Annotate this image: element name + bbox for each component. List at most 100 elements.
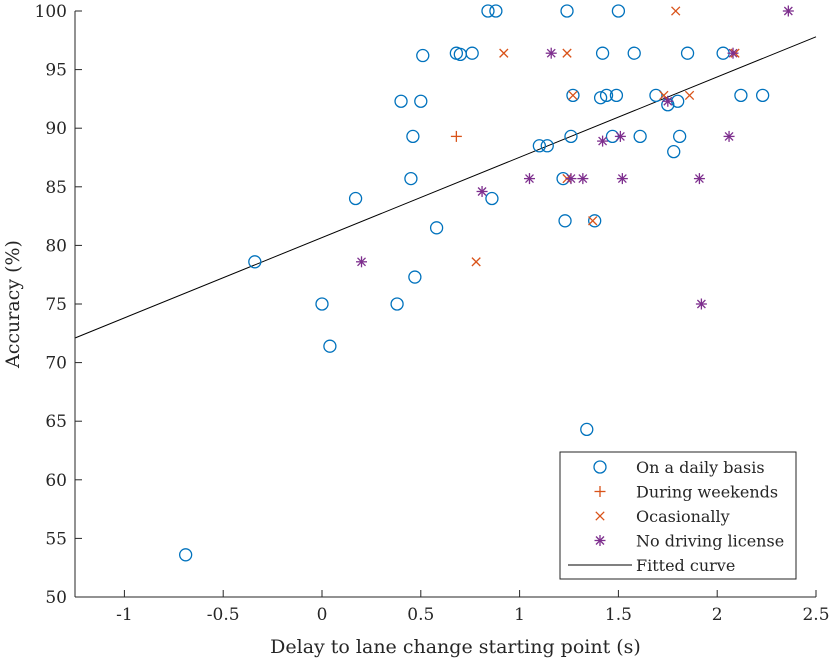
point-no_license [577,173,589,185]
point-daily [673,129,687,144]
legend-entry-occasionally: Ocasionally [595,507,730,526]
point-no_license [476,185,488,197]
point-daily [580,422,594,437]
point-no_license [597,135,609,147]
point-daily [390,297,404,311]
y-tick-label: 50 [45,588,67,608]
x-tick-label: -0.5 [207,605,240,625]
point-daily [416,48,430,63]
point-daily [348,191,363,206]
y-tick-label: 60 [45,471,67,491]
point-daily [558,214,572,228]
point-daily [716,46,730,60]
point-daily [680,46,695,60]
point-daily [414,94,428,108]
point-no_license [695,298,707,310]
point-occasionally [659,90,669,101]
x-tick-label: 1 [514,605,525,625]
point-no_license [723,130,735,142]
point-no_license [782,5,794,17]
point-daily [595,46,610,60]
point-no_license [523,173,535,185]
point-daily [408,270,422,284]
x-tick-label: -1 [116,605,133,625]
point-occasionally [562,48,572,58]
point-occasionally [471,257,481,267]
point-daily [599,88,614,103]
point-daily [566,88,580,103]
point-daily [755,88,770,103]
x-tick-label: 0.5 [407,605,434,625]
point-daily [406,129,420,144]
fit-layer [74,36,817,339]
point-daily [588,214,602,228]
point-daily [627,46,641,60]
legend-swatch-weekends [594,486,606,497]
legend-entry-no_license: No driving license [594,532,784,551]
point-daily [404,171,418,186]
point-occasionally [499,48,509,58]
point-no_license [614,130,626,142]
point-occasionally [671,6,681,16]
point-daily [671,94,685,108]
legend-swatch-daily [593,460,607,474]
point-daily [315,297,329,311]
point-daily [429,221,444,235]
y-tick-label: 75 [45,295,67,315]
points-layer [179,4,794,562]
point-daily [465,46,479,60]
x-tick-label: 2.5 [802,605,829,625]
legend-swatch-occasionally [595,511,605,521]
point-daily [667,144,681,159]
y-tick-label: 70 [45,354,67,374]
point-daily [248,255,262,269]
point-daily [649,88,663,103]
point-daily [611,4,626,18]
point-occasionally [588,216,598,226]
series-weekends [450,130,462,142]
point-no_license [616,173,628,185]
point-no_license [727,47,739,59]
point-daily [734,88,748,103]
y-tick-label: 100 [35,2,67,22]
legend-entry-fit: Fitted curve [568,556,735,575]
legend-label-no_license: No driving license [636,532,784,551]
legend-entry-daily: On a daily basis [593,458,765,477]
legend: On a daily basis During weekends Ocasional… [559,451,797,580]
x-tick-label: 0 [317,605,328,625]
legend-label-weekends: During weekends [636,483,778,502]
point-daily [489,4,503,18]
y-tick-label: 95 [45,61,67,81]
point-daily [593,91,608,105]
series-daily [179,4,770,562]
point-weekends [450,130,462,142]
x-tick-label: 2 [712,605,723,625]
y-tick-label: 80 [45,236,67,256]
legend-swatch-no_license [594,535,606,546]
legend-label-occasionally: Ocasionally [636,507,730,526]
y-tick-label: 90 [45,119,67,139]
point-daily [394,94,408,108]
point-daily [485,191,499,206]
point-no_license [356,256,368,268]
point-daily [481,4,495,18]
point-no_license [693,173,705,185]
series-occasionally [471,6,740,267]
point-daily [179,548,193,562]
point-daily [560,4,574,18]
point-daily [532,139,547,153]
point-occasionally [684,90,695,101]
legend-entry-weekends: During weekends [594,483,778,502]
point-daily [633,129,647,144]
legend-label-fit: Fitted curve [636,556,735,575]
x-tick-label: 1.5 [605,605,632,625]
y-tick-label: 55 [45,529,67,549]
point-daily [540,139,554,153]
y-axis-label: Accuracy (%) [2,240,24,369]
point-daily [453,47,467,62]
point-occasionally [568,90,578,101]
point-daily [564,129,578,144]
